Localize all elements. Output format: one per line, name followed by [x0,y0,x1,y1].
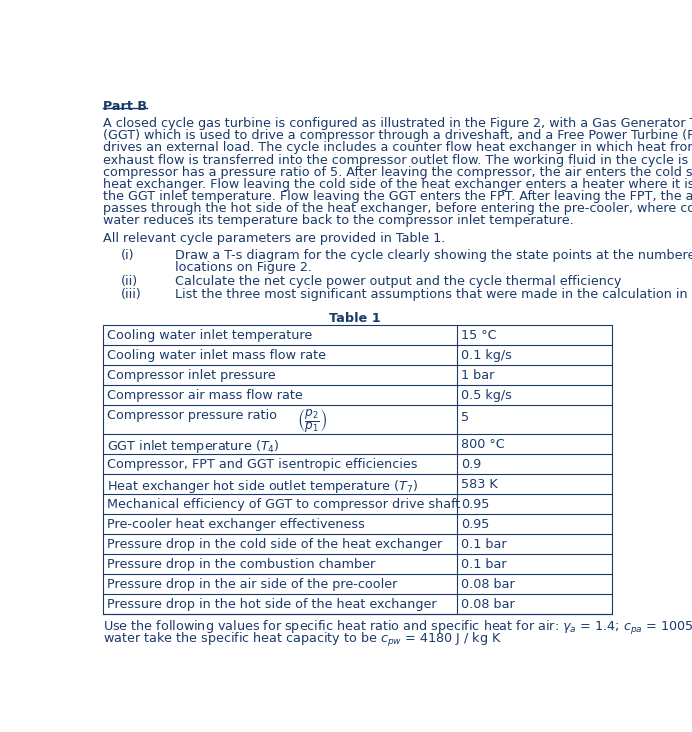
Text: 1 bar: 1 bar [461,369,494,382]
Text: 800 °C: 800 °C [461,438,504,451]
Text: (ii): (ii) [121,274,138,288]
Text: water reduces its temperature back to the compressor inlet temperature.: water reduces its temperature back to th… [102,214,574,227]
Text: Pressure drop in the combustion chamber: Pressure drop in the combustion chamber [107,558,375,571]
Text: 15 °C: 15 °C [461,329,497,342]
Text: Draw a T-s diagram for the cycle clearly showing the state points at the numbere: Draw a T-s diagram for the cycle clearly… [175,249,692,262]
Text: GGT inlet temperature ($T_4$): GGT inlet temperature ($T_4$) [107,438,280,455]
Text: the GGT inlet temperature. Flow leaving the GGT enters the FPT. After leaving th: the GGT inlet temperature. Flow leaving … [102,190,692,203]
Text: 0.95: 0.95 [461,518,489,531]
Text: compressor has a pressure ratio of 5. After leaving the compressor, the air ente: compressor has a pressure ratio of 5. Af… [102,165,692,179]
Text: $\left(\dfrac{p_2}{p_1}\right)$: $\left(\dfrac{p_2}{p_1}\right)$ [298,407,327,435]
Text: Pre-cooler heat exchanger effectiveness: Pre-cooler heat exchanger effectiveness [107,518,365,531]
Bar [102,324,612,613]
Text: 0.5 kg/s: 0.5 kg/s [461,389,512,402]
Text: Compressor inlet pressure: Compressor inlet pressure [107,369,275,382]
Text: 0.1 bar: 0.1 bar [461,558,507,571]
Text: (i): (i) [121,249,135,262]
Text: All relevant cycle parameters are provided in Table 1.: All relevant cycle parameters are provid… [102,232,445,244]
Text: Compressor air mass flow rate: Compressor air mass flow rate [107,389,302,402]
Text: 0.08 bar: 0.08 bar [461,578,515,591]
Text: Cooling water inlet mass flow rate: Cooling water inlet mass flow rate [107,349,326,362]
Text: Compressor, FPT and GGT isentropic efficiencies: Compressor, FPT and GGT isentropic effic… [107,458,417,471]
Text: heat exchanger. Flow leaving the cold side of the heat exchanger enters a heater: heat exchanger. Flow leaving the cold si… [102,178,692,191]
Text: Heat exchanger hot side outlet temperature ($T_7$): Heat exchanger hot side outlet temperatu… [107,478,418,495]
Text: Part B: Part B [102,100,147,113]
Text: locations on Figure 2.: locations on Figure 2. [175,261,312,274]
Text: passes through the hot side of the heat exchanger, before entering the pre-coole: passes through the hot side of the heat … [102,202,692,215]
Text: Pressure drop in the air side of the pre-cooler: Pressure drop in the air side of the pre… [107,578,397,591]
Text: Mechanical efficiency of GGT to compressor drive shaft: Mechanical efficiency of GGT to compress… [107,498,460,511]
Text: 0.9: 0.9 [461,458,481,471]
Text: Use the following values for specific heat ratio and specific heat for air: $\ga: Use the following values for specific he… [102,619,692,638]
Text: A closed cycle gas turbine is configured as illustrated in the Figure 2, with a : A closed cycle gas turbine is configured… [102,117,692,130]
Text: Table 1: Table 1 [329,312,381,325]
Text: 0.95: 0.95 [461,498,489,511]
Text: 5: 5 [461,411,469,424]
Text: (iii): (iii) [121,288,142,302]
Text: 0.08 bar: 0.08 bar [461,598,515,611]
Text: drives an external load. The cycle includes a counter flow heat exchanger in whi: drives an external load. The cycle inclu… [102,141,692,154]
Text: 583 K: 583 K [461,478,498,491]
Text: Compressor pressure ratio: Compressor pressure ratio [107,409,281,422]
Text: water take the specific heat capacity to be $c_{pw}$ = 4180 J / kg K: water take the specific heat capacity to… [102,632,502,649]
Text: 0.1 bar: 0.1 bar [461,538,507,551]
Text: Calculate the net cycle power output and the cycle thermal efficiency: Calculate the net cycle power output and… [175,274,621,288]
Text: List the three most significant assumptions that were made in the calculation in: List the three most significant assumpti… [175,288,692,302]
Text: Pressure drop in the hot side of the heat exchanger: Pressure drop in the hot side of the hea… [107,598,437,611]
Text: (GGT) which is used to drive a compressor through a driveshaft, and a Free Power: (GGT) which is used to drive a compresso… [102,130,692,142]
Text: Pressure drop in the cold side of the heat exchanger: Pressure drop in the cold side of the he… [107,538,442,551]
Text: 0.1 kg/s: 0.1 kg/s [461,349,512,362]
Text: Cooling water inlet temperature: Cooling water inlet temperature [107,329,312,342]
Text: exhaust flow is transferred into the compressor outlet flow. The working fluid i: exhaust flow is transferred into the com… [102,154,692,166]
